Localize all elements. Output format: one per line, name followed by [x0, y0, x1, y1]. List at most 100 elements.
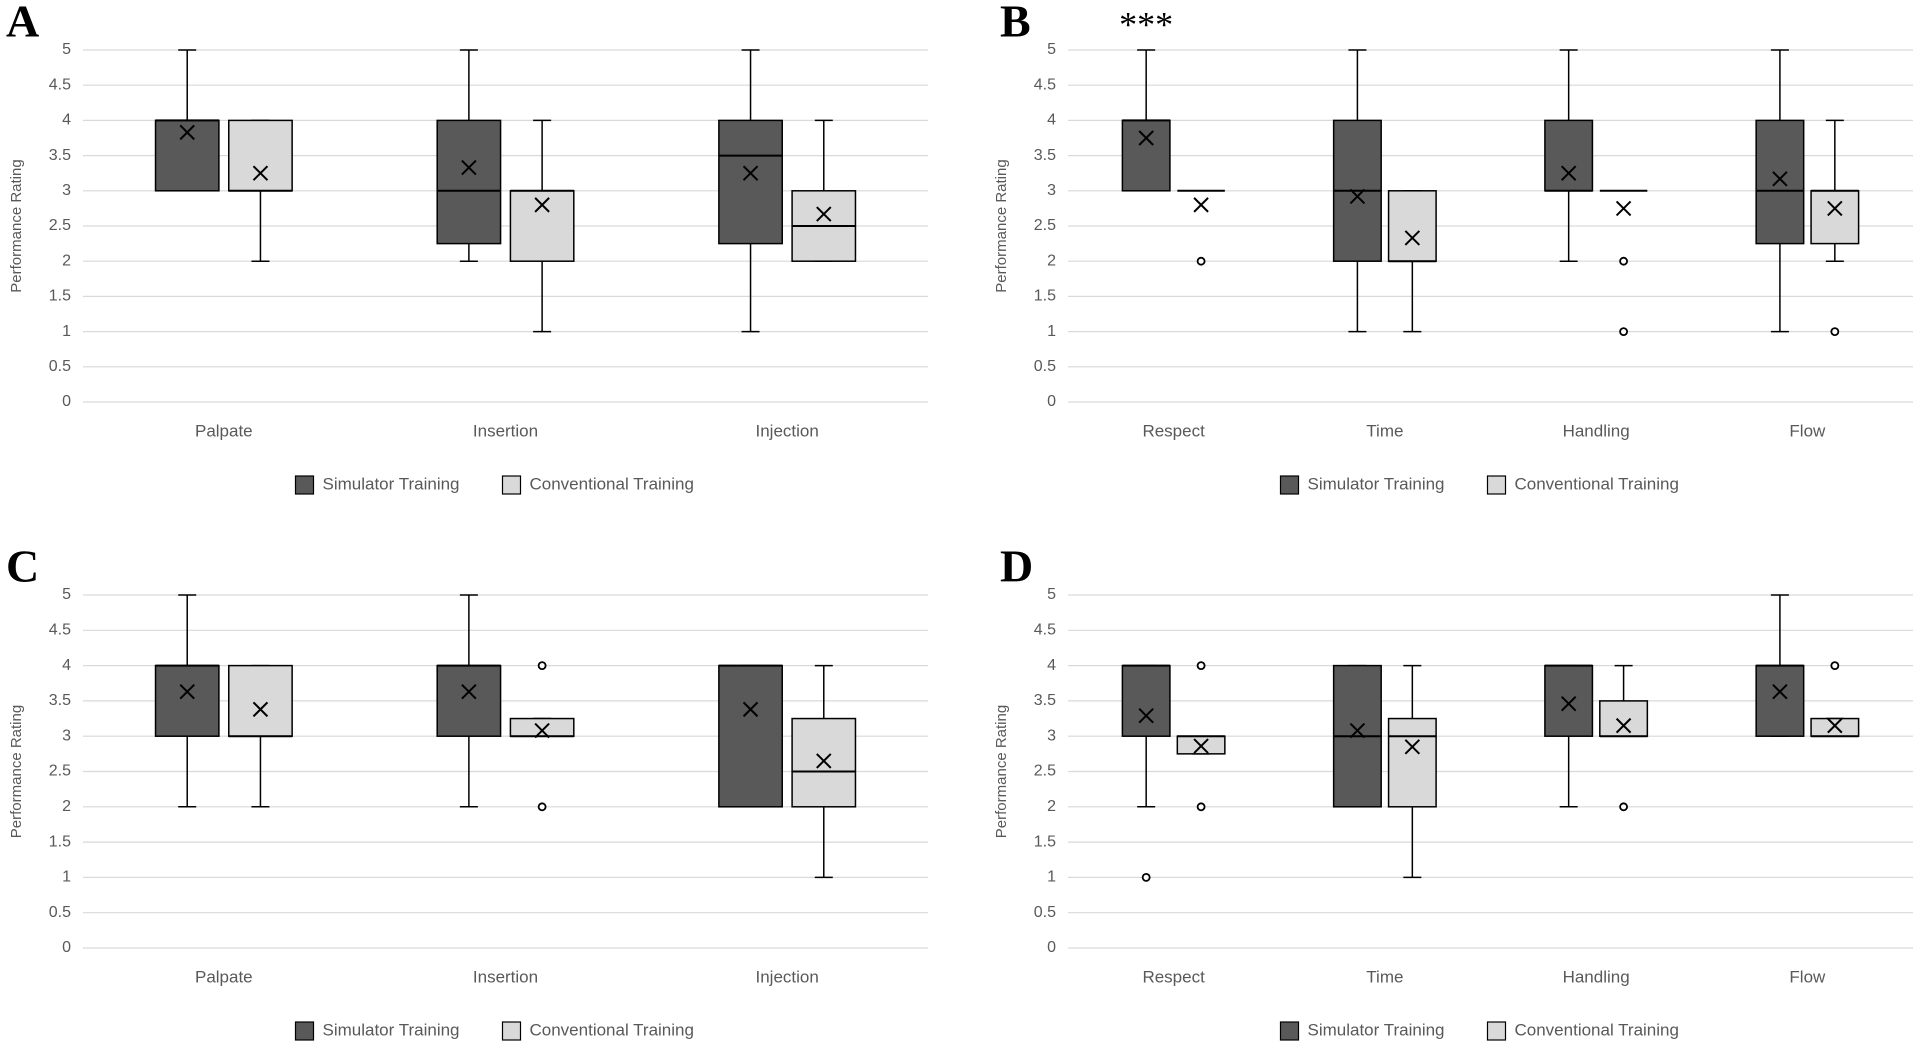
y-tick-label: 0.5: [49, 358, 71, 375]
outlier: [1141, 873, 1151, 882]
x-tick-label: Handling: [1563, 967, 1630, 986]
mean-marker: [1193, 738, 1209, 754]
x-tick-label: Flow: [1789, 967, 1826, 986]
box: [718, 664, 783, 808]
box: [1810, 717, 1860, 737]
box: [1544, 119, 1594, 192]
mean-marker: [1827, 717, 1843, 734]
legend-label: Simulator Training: [323, 474, 460, 493]
box: [436, 119, 502, 245]
y-axis-title: Performance Rating: [8, 705, 25, 838]
y-tick-label: 2.5: [49, 217, 71, 234]
y-tick-label: 0: [1047, 939, 1056, 956]
x-tick-label: Time: [1366, 967, 1403, 986]
mean-marker: [816, 206, 832, 222]
box: [436, 664, 502, 737]
y-tick-label: 1.5: [49, 833, 71, 850]
y-tick-label: 5: [62, 586, 71, 603]
y-tick-label: 1: [1047, 869, 1056, 886]
y-tick-label: 1: [62, 323, 71, 340]
y-tick-label: 3: [1047, 727, 1056, 744]
mean-marker: [742, 701, 759, 718]
x-tick-label: Injection: [756, 421, 819, 440]
box: [154, 119, 220, 192]
legend-swatch: [294, 1021, 315, 1041]
mean-marker: [461, 684, 477, 700]
x-tick-label: Time: [1366, 421, 1403, 440]
y-axis-title: Performance Rating: [8, 159, 25, 292]
y-tick-label: 3.5: [1034, 147, 1056, 164]
y-tick-label: 0: [1047, 393, 1056, 410]
mean-marker: [1349, 722, 1366, 739]
y-tick-label: 4.5: [49, 76, 71, 93]
box: [1387, 717, 1437, 808]
legend-swatch: [1279, 475, 1300, 495]
legend-swatch: [294, 475, 315, 495]
y-tick-label: 2: [62, 798, 71, 815]
outlier: [1196, 661, 1206, 670]
legend-label: Simulator Training: [1308, 474, 1445, 493]
y-tick-label: 0.5: [1034, 358, 1056, 375]
panel-label: D: [1000, 541, 1033, 592]
mean-marker: [1349, 188, 1366, 205]
box: [228, 664, 293, 737]
box: [791, 717, 857, 808]
mean-marker: [252, 701, 269, 718]
mean-marker: [1615, 200, 1632, 217]
y-tick-label: 0: [62, 393, 71, 410]
y-tick-label: 3.5: [49, 147, 71, 164]
y-tick-label: 0: [62, 939, 71, 956]
y-tick-label: 2: [1047, 798, 1056, 815]
mean-marker: [1138, 708, 1154, 724]
box: [718, 119, 783, 245]
y-tick-label: 4: [62, 112, 71, 129]
legend-label: Simulator Training: [323, 1020, 460, 1039]
x-tick-label: Palpate: [195, 421, 253, 440]
outlier: [1619, 256, 1628, 266]
y-tick-label: 3: [62, 182, 71, 199]
y-tick-label: 4.5: [1034, 622, 1056, 639]
mean-marker: [1615, 717, 1632, 734]
box: [1121, 664, 1171, 737]
y-tick-label: 1.5: [1034, 288, 1056, 305]
legend-swatch: [1486, 475, 1507, 495]
outlier: [537, 661, 547, 670]
legend-swatch: [501, 475, 522, 495]
outlier: [1830, 327, 1840, 337]
box: [1387, 190, 1437, 262]
y-tick-label: 3.5: [1034, 692, 1056, 709]
box: [1121, 119, 1171, 192]
mean-marker: [1560, 165, 1577, 181]
x-tick-label: Insertion: [473, 967, 538, 986]
y-tick-label: 2.5: [1034, 217, 1056, 234]
y-tick-label: 4: [1047, 112, 1056, 129]
x-tick-label: Flow: [1789, 421, 1826, 440]
y-tick-label: 3: [62, 727, 71, 744]
mean-marker: [1560, 696, 1577, 712]
y-tick-label: 2.5: [49, 763, 71, 780]
legend-swatch: [501, 1021, 522, 1041]
y-tick-label: 2.5: [1034, 763, 1056, 780]
mean-marker: [461, 159, 477, 176]
mean-marker: [1404, 739, 1421, 755]
x-tick-label: Injection: [756, 967, 819, 986]
mean-marker: [534, 722, 550, 739]
y-tick-label: 0.5: [1034, 904, 1056, 921]
x-tick-label: Insertion: [473, 421, 538, 440]
y-tick-label: 1.5: [49, 288, 71, 305]
y-tick-label: 0.5: [49, 904, 71, 921]
box: [1599, 700, 1649, 737]
box: [154, 664, 220, 737]
x-tick-label: Handling: [1563, 421, 1630, 440]
box: [1755, 664, 1805, 737]
legend-label: Conventional Training: [530, 1020, 694, 1039]
y-tick-label: 1: [1047, 323, 1056, 340]
legend-swatch: [1486, 1021, 1507, 1041]
y-tick-label: 2: [62, 252, 71, 269]
legend-label: Conventional Training: [1515, 474, 1679, 493]
y-tick-label: 4.5: [49, 622, 71, 639]
mean-marker: [1138, 130, 1154, 146]
mean-marker: [1772, 684, 1788, 700]
y-tick-label: 2: [1047, 252, 1056, 269]
y-axis-title: Performance Rating: [993, 159, 1010, 292]
